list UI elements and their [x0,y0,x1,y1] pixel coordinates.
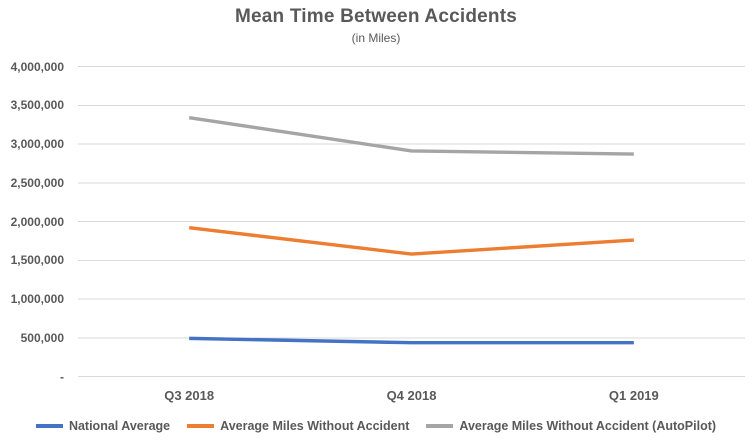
legend-line-swatch-icon [35,424,63,428]
x-tick-label: Q1 2019 [608,388,659,403]
legend-item: National Average [35,419,171,433]
series-line [188,226,634,256]
series-line [188,115,634,156]
legend-label: National Average [68,419,171,433]
chart-subtitle: (in Miles) [351,31,401,45]
legend-line-swatch-icon [426,424,454,428]
series-line [189,336,634,345]
y-tick-label: 1,500,000 [10,253,64,268]
legend-label: Average Miles Without Accident (AutoPilo… [459,419,717,433]
y-tick-label: 1,000,000 [10,292,64,306]
legend-label: Average Miles Without Accident [220,419,410,433]
chart-title: Mean Time Between Accidents [234,6,518,27]
y-tick-label: 2,000,000 [10,214,64,229]
x-tick-label: Q3 2018 [164,388,215,403]
y-tick-label: 3,500,000 [10,98,64,113]
chart-legend: National Average Average Miles Without Ac… [0,419,752,433]
y-tick-label: - [60,369,64,384]
y-tick-label: 500,000 [20,330,64,345]
x-tick-label: Q4 2018 [386,388,437,403]
legend-line-swatch-icon [187,424,215,428]
legend-item: Average Miles Without Accident [187,419,409,433]
y-tick-label: 3,000,000 [10,137,64,151]
legend-item: Average Miles Without Accident (AutoPilo… [426,419,716,433]
y-tick-label: 4,000,000 [10,59,64,74]
y-tick-label: 2,500,000 [10,175,64,190]
